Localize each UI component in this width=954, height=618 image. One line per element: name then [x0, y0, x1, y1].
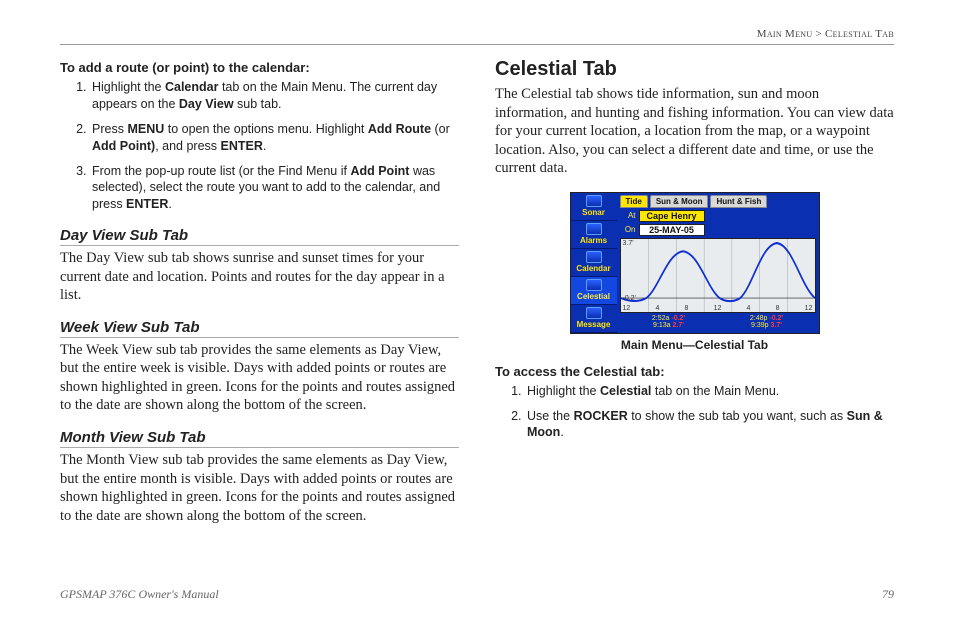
figure-caption: Main Menu—Celestial Tab: [495, 338, 894, 352]
weekview-heading: Week View Sub Tab: [60, 319, 459, 338]
sidebar-tab-label: Celestial: [577, 292, 610, 301]
chart-ymax: 3.7': [623, 240, 634, 247]
device-sidebar-tab-sonar[interactable]: Sonar: [571, 193, 617, 221]
at-label: At: [620, 211, 636, 220]
sidebar-tab-label: Calendar: [576, 264, 610, 273]
breadcrumb-b: Celestial Tab: [825, 28, 894, 40]
device-sidebar-tab-alarms[interactable]: Alarms: [571, 221, 617, 249]
device-sidebar-tab-calendar[interactable]: Calendar: [571, 249, 617, 277]
sidebar-tab-icon: [586, 251, 602, 263]
chart-ymin: -0.2': [623, 295, 636, 302]
sidebar-tab-icon: [586, 223, 602, 235]
monthview-heading: Month View Sub Tab: [60, 429, 459, 448]
dayview-body: The Day View sub tab shows sunrise and s…: [60, 249, 459, 305]
breadcrumb-a: Main Menu: [757, 28, 813, 40]
tide-reading: 2:48p -0.2'9:39p 3.7': [750, 315, 783, 330]
footer-page: 79: [882, 587, 894, 602]
page-footer: GPSMAP 376C Owner's Manual 79: [60, 587, 894, 602]
left-column: To add a route (or point) to the calenda…: [60, 58, 459, 529]
celestial-body: The Celestial tab shows tide information…: [495, 85, 894, 178]
on-value[interactable]: 25-MAY-05: [639, 224, 705, 236]
device-subtab-tide[interactable]: Tide: [620, 195, 648, 208]
proc1-step: Press MENU to open the options menu. Hig…: [90, 121, 459, 155]
breadcrumb: Main Menu > Celestial Tab: [757, 28, 894, 40]
device-on-row: On 25-MAY-05: [620, 224, 816, 236]
breadcrumb-sep: >: [815, 28, 822, 40]
proc2-step: Highlight the Celestial tab on the Main …: [525, 383, 894, 400]
proc2-list: Highlight the Celestial tab on the Main …: [495, 383, 894, 442]
proc1-list: Highlight the Calendar tab on the Main M…: [60, 79, 459, 213]
tide-reading: 2:52a -0.2'9:13a 2.7': [652, 315, 685, 330]
proc2-title: To access the Celestial tab:: [495, 364, 894, 379]
right-column: Celestial Tab The Celestial tab shows ti…: [495, 58, 894, 529]
proc1-title: To add a route (or point) to the calenda…: [60, 60, 459, 75]
device-sidebar-tab-message[interactable]: Message: [571, 305, 617, 333]
sidebar-tab-icon: [586, 307, 602, 319]
device-sidebar: Sonar Alarms Calendar Celestial Message: [571, 193, 617, 333]
dayview-heading: Day View Sub Tab: [60, 227, 459, 246]
sidebar-tab-icon: [586, 195, 602, 207]
sidebar-tab-icon: [586, 279, 602, 291]
device-sidebar-tab-celestial[interactable]: Celestial: [571, 277, 617, 305]
device-at-row: At Cape Henry: [620, 210, 816, 222]
proc1-step: Highlight the Calendar tab on the Main M…: [90, 79, 459, 113]
monthview-body: The Month View sub tab provides the same…: [60, 451, 459, 525]
tide-chart: 3.7' -0.2' 1248124812: [620, 238, 816, 313]
tide-readouts: 2:52a -0.2'9:13a 2.7' 2:48p -0.2'9:39p 3.…: [620, 313, 816, 330]
header-rule: [60, 44, 894, 45]
device-main: TideSun & MoonHunt & Fish At Cape Henry …: [617, 193, 819, 333]
proc1-step: From the pop-up route list (or the Find …: [90, 163, 459, 214]
weekview-body: The Week View sub tab provides the same …: [60, 341, 459, 415]
device-figure: Sonar Alarms Calendar Celestial Message Tide…: [495, 192, 894, 352]
footer-left: GPSMAP 376C Owner's Manual: [60, 587, 219, 602]
at-value[interactable]: Cape Henry: [639, 210, 705, 222]
sidebar-tab-label: Sonar: [582, 208, 605, 217]
device-screenshot: Sonar Alarms Calendar Celestial Message Tide…: [570, 192, 820, 334]
device-subtabs: TideSun & MoonHunt & Fish: [620, 195, 816, 208]
on-label: On: [620, 225, 636, 234]
chart-xticks: 1248124812: [623, 305, 813, 312]
celestial-heading: Celestial Tab: [495, 58, 894, 81]
device-subtab-hunt-fish[interactable]: Hunt & Fish: [710, 195, 767, 208]
sidebar-tab-label: Message: [577, 320, 611, 329]
device-subtab-sun-moon[interactable]: Sun & Moon: [650, 195, 709, 208]
proc2-step: Use the ROCKER to show the sub tab you w…: [525, 408, 894, 442]
sidebar-tab-label: Alarms: [580, 236, 607, 245]
